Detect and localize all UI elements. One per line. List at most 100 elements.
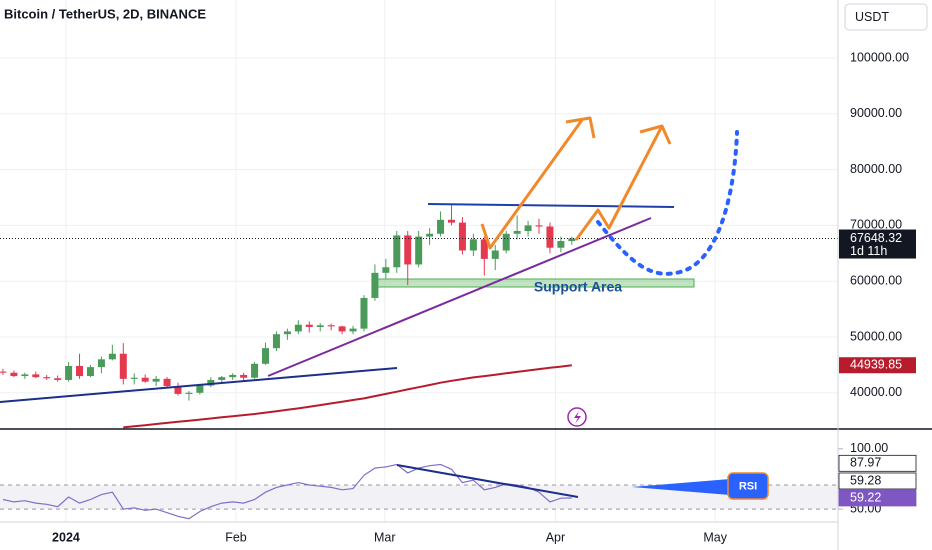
ma-price-label: 44939.85 [850, 358, 902, 372]
candle-body [119, 353, 127, 379]
candle-body [0, 371, 7, 373]
candle-body [196, 385, 204, 393]
candle-body [491, 250, 499, 259]
candle-body [316, 325, 324, 327]
candle-body [535, 225, 543, 227]
candle-body [152, 378, 160, 382]
candle-body [426, 233, 434, 237]
candle-body [218, 377, 226, 380]
rsi-marker-box [838, 472, 917, 490]
candle-body [163, 378, 171, 387]
candle-body [524, 225, 532, 231]
candle-body [54, 378, 62, 380]
candle-body [382, 267, 390, 273]
candle-body [32, 374, 40, 378]
candle-body [305, 324, 313, 327]
candle-body [65, 366, 73, 380]
candle-body [76, 366, 84, 377]
candle-body [174, 386, 182, 394]
candle-body [546, 226, 554, 248]
candle-body [513, 230, 521, 234]
rsi-marker-label: 59.22 [850, 490, 881, 504]
candle-body [469, 239, 477, 251]
countdown-label: 1d 11h [850, 244, 887, 258]
rsi-marker-box [838, 454, 917, 472]
candle-body [240, 374, 248, 378]
y-tick-label: 60000.00 [850, 273, 902, 287]
last-price-box [839, 229, 916, 259]
support-label: Support Area [534, 279, 622, 295]
rsi-marker-box [838, 489, 917, 507]
y-tick-label: 40000.00 [850, 385, 902, 399]
y-tick-label: 100000.00 [850, 50, 909, 64]
candle-body [360, 297, 368, 329]
callout-box [727, 472, 769, 500]
projection-arrow [574, 125, 664, 241]
candle-body [437, 219, 445, 234]
candle-body [371, 272, 379, 298]
projection-curve [596, 130, 739, 276]
lightning [574, 411, 581, 424]
candle-body [557, 241, 565, 248]
candle-body [86, 367, 94, 377]
candle-body [130, 377, 138, 379]
candle-body [349, 328, 357, 332]
candle-body [262, 348, 270, 364]
candle-body [294, 324, 302, 332]
candle-body [108, 353, 116, 360]
candle-body [10, 372, 18, 377]
arrow-head [639, 124, 672, 145]
resistance-line [427, 203, 675, 208]
x-tick-label: Apr [546, 530, 565, 544]
candle-body [502, 233, 510, 251]
candle-body [393, 235, 401, 268]
candle-body [185, 392, 193, 394]
x-tick-label: May [703, 530, 727, 544]
y-tick-label: 50000.00 [850, 329, 902, 343]
y2-tick-label: 100.00 [850, 441, 888, 455]
arrow-head [565, 116, 596, 139]
x-tick-label: Feb [225, 530, 247, 544]
candle-body [568, 238, 576, 242]
y-tick-label: 70000.00 [850, 218, 902, 232]
rsi-marker-label: 59.28 [850, 473, 881, 487]
candle-body [447, 219, 455, 223]
candle-body [229, 374, 237, 378]
candle-body [404, 235, 412, 265]
last-price-label: 67648.32 [850, 231, 902, 245]
candle-body [415, 236, 423, 265]
candle-body [97, 359, 105, 368]
projection-arrow [480, 119, 584, 250]
trend-line [267, 217, 652, 377]
callout-pointer [632, 479, 730, 495]
moving-average [123, 364, 572, 429]
candle-body [207, 379, 215, 386]
candle-body [283, 331, 291, 335]
rsi-marker-label: 87.97 [850, 456, 881, 470]
grid [0, 0, 838, 522]
callout-label: RSI [739, 480, 757, 492]
chart-title: Bitcoin / TetherUS, 2D, BINANCE [4, 6, 206, 21]
currency-label: USDT [855, 10, 889, 24]
candle-body [327, 325, 335, 327]
candle-body [272, 334, 280, 349]
x-tick-label: Mar [374, 530, 396, 544]
candle-body [43, 377, 51, 379]
trend-line [0, 367, 398, 403]
candle-body [338, 326, 346, 332]
plot [0, 204, 838, 520]
rsi-line [2, 463, 572, 520]
currency-button[interactable] [844, 3, 928, 31]
y-tick-label: 90000.00 [850, 106, 902, 120]
drawings: RSI [396, 464, 769, 500]
ma-price-box [839, 357, 916, 374]
x-tick-label: 2024 [52, 530, 80, 544]
candle-body [21, 374, 29, 377]
drawings: Support Area [0, 116, 739, 427]
candle-body [480, 239, 488, 259]
candle-body [141, 377, 149, 382]
candle-body [458, 222, 466, 251]
rsi-trend-line [396, 464, 579, 498]
